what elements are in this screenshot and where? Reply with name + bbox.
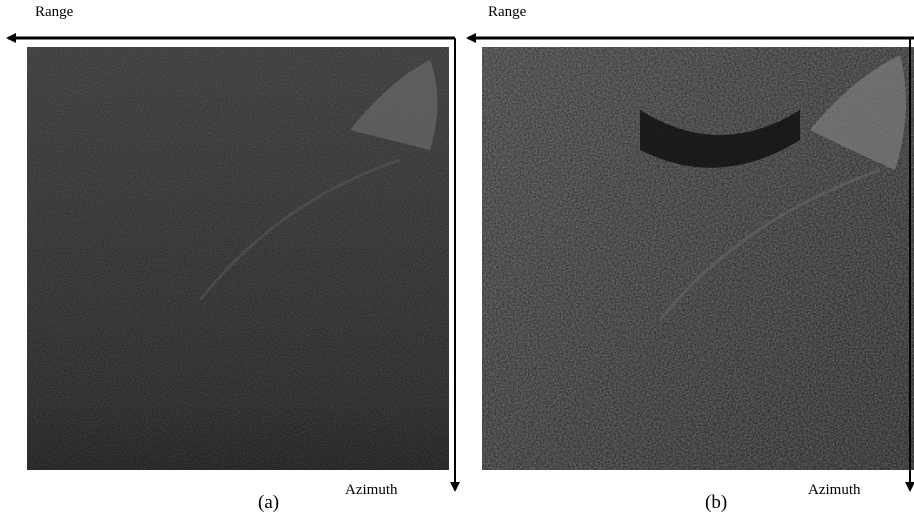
caption: (a) [258,492,279,513]
caption: (b) [705,492,727,513]
panel-b: Range Azimuth (b) [468,4,914,513]
azimuth-label: Azimuth [808,482,861,498]
azimuth-label: Azimuth [345,482,398,498]
panel-a: Range Azimuth (a) [8,4,455,513]
figure: Range Azimuth (a) Range Azimuth (b) [0,0,914,520]
range-label: Range [488,4,527,20]
range-label: Range [35,4,74,20]
